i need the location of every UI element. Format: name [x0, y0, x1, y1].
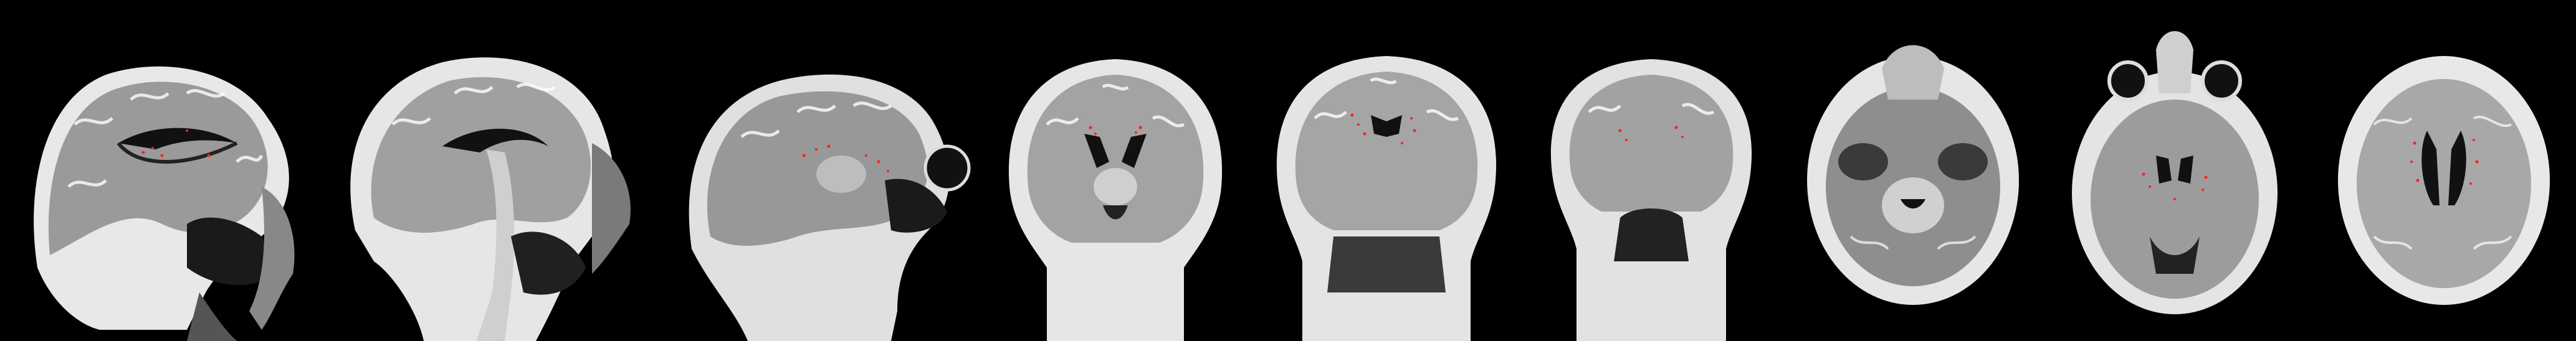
- coronal-slice-3: [1527, 0, 1776, 341]
- axial-slice-1: [1788, 0, 2038, 341]
- coronal-slice-2: [1259, 0, 1514, 341]
- coronal-slice-1: [985, 0, 1246, 341]
- axial-slice-3: [2312, 0, 2576, 341]
- axial-slice-2: [2050, 0, 2299, 341]
- sagittal-slice-3: [673, 0, 985, 341]
- sagittal-slice-1: [0, 0, 312, 341]
- sagittal-slice-2: [324, 0, 654, 341]
